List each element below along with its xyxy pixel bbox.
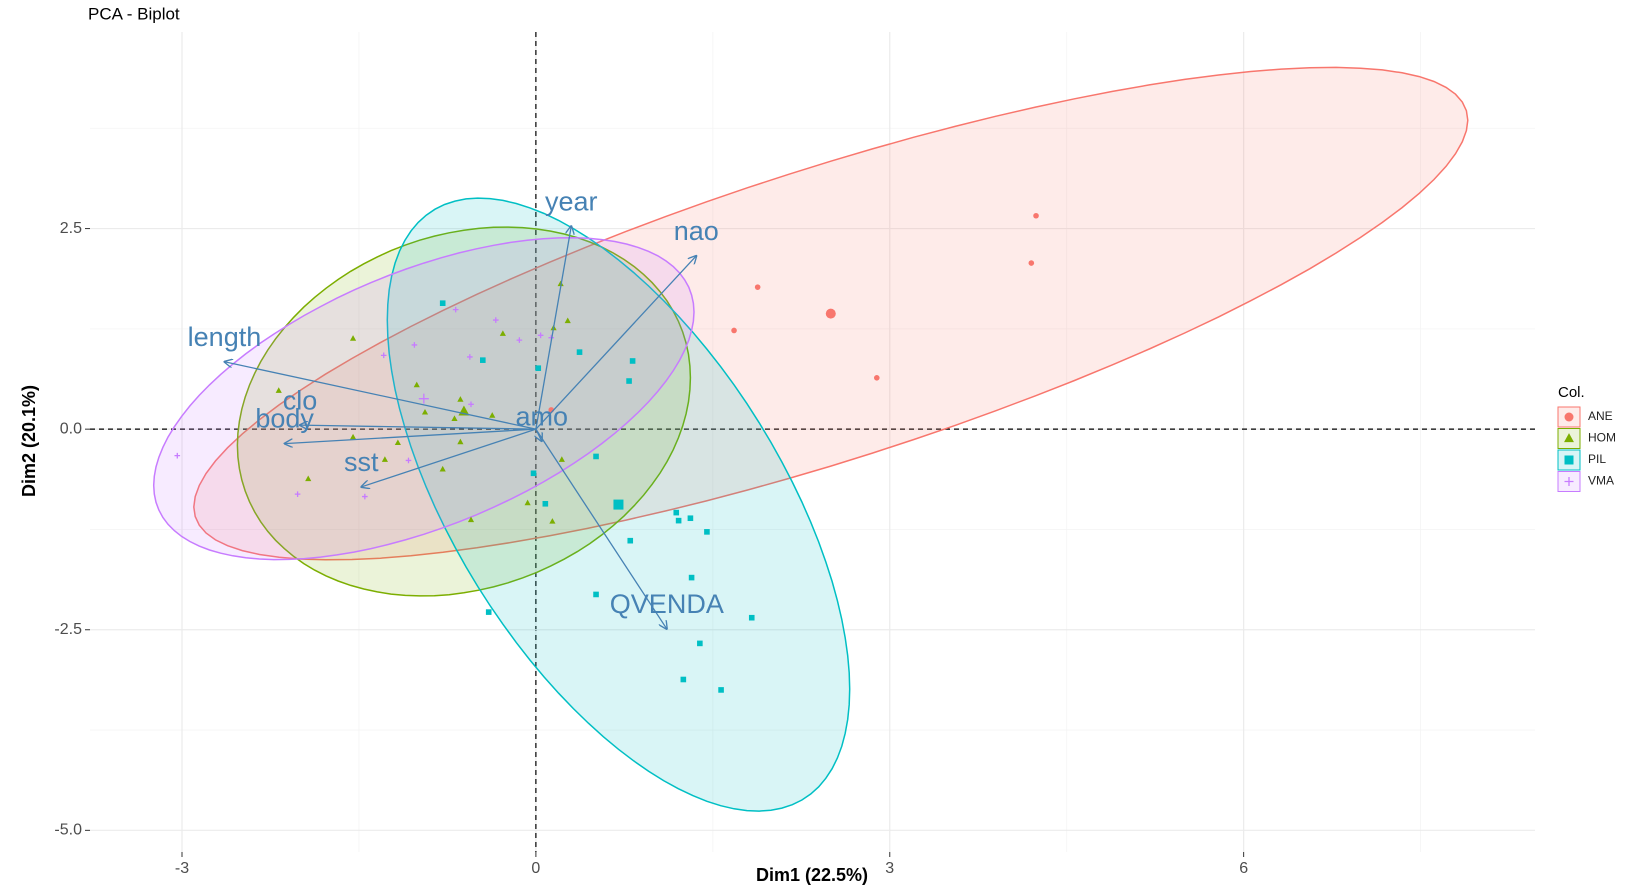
variable-label: year xyxy=(545,186,598,216)
point xyxy=(439,300,446,306)
point xyxy=(673,509,680,516)
point xyxy=(697,640,703,647)
point xyxy=(564,317,571,324)
variable-label: sst xyxy=(344,447,379,477)
point xyxy=(174,452,181,459)
point xyxy=(349,335,357,341)
variable-arrow xyxy=(361,428,537,487)
point xyxy=(558,456,565,462)
point xyxy=(627,537,634,544)
group-center xyxy=(825,308,836,319)
y-tick-label: -5.0 xyxy=(54,822,82,839)
point xyxy=(405,457,412,464)
x-tick-label: 6 xyxy=(1239,860,1248,877)
point xyxy=(718,687,724,693)
point xyxy=(468,401,474,408)
point xyxy=(492,317,499,323)
point xyxy=(489,412,496,418)
group-center xyxy=(418,393,429,404)
legend-symbol xyxy=(1564,433,1574,443)
point xyxy=(451,415,458,421)
variable-label: amo xyxy=(516,401,569,431)
point xyxy=(394,439,401,446)
variable-arrow xyxy=(535,226,571,430)
point xyxy=(687,515,694,522)
legend-label: HOM xyxy=(1588,431,1616,445)
point xyxy=(1033,212,1039,219)
point xyxy=(549,518,556,524)
x-tick-label: 3 xyxy=(885,860,894,877)
variable-label: nao xyxy=(674,216,719,246)
point xyxy=(629,358,636,364)
point xyxy=(305,475,312,482)
point xyxy=(413,381,420,388)
y-tick-label: 0.0 xyxy=(60,420,82,437)
group-center xyxy=(613,499,624,510)
variable-arrow xyxy=(285,428,536,443)
variable-label: body xyxy=(255,404,314,434)
legend-symbol xyxy=(1564,455,1574,465)
point xyxy=(593,591,599,598)
point xyxy=(748,614,755,621)
point xyxy=(411,342,418,348)
legend-label: PIL xyxy=(1588,452,1606,466)
point xyxy=(731,327,737,334)
point xyxy=(542,500,549,507)
point xyxy=(421,408,429,415)
point xyxy=(516,337,523,343)
point xyxy=(467,354,473,360)
legend-symbol xyxy=(1564,477,1574,486)
point xyxy=(675,517,682,524)
point xyxy=(530,470,537,477)
point xyxy=(873,375,880,381)
legend-title: Col. xyxy=(1558,384,1585,401)
point xyxy=(704,529,710,535)
legend-label: ANE xyxy=(1588,409,1613,423)
legend-label: VMA xyxy=(1588,474,1614,488)
point xyxy=(439,465,446,472)
x-axis-label: Dim1 (22.5%) xyxy=(756,865,868,885)
variable-arrow xyxy=(535,256,696,430)
x-tick-label: -3 xyxy=(175,860,189,877)
point xyxy=(1028,260,1035,266)
point xyxy=(576,349,583,355)
point xyxy=(457,396,464,402)
point xyxy=(467,516,475,523)
variable-arrow xyxy=(535,428,667,629)
variable-label: QVENDA xyxy=(610,589,724,619)
point xyxy=(275,387,282,393)
legend-symbol xyxy=(1564,412,1574,422)
variable-arrow xyxy=(300,425,536,430)
point xyxy=(535,365,542,371)
point xyxy=(680,676,687,683)
point xyxy=(381,456,388,462)
point xyxy=(485,609,492,615)
point xyxy=(524,499,531,506)
variable-label: clo xyxy=(283,385,318,415)
x-tick-label: 0 xyxy=(531,860,540,877)
point xyxy=(349,433,357,440)
point xyxy=(499,330,506,336)
variable-label: length xyxy=(188,322,262,352)
variable-arrow xyxy=(224,362,537,430)
point xyxy=(380,352,387,359)
point xyxy=(754,284,761,290)
point xyxy=(452,306,459,313)
point xyxy=(688,574,695,581)
y-tick-label: 2.5 xyxy=(60,220,82,237)
point xyxy=(480,357,486,363)
point xyxy=(362,493,368,500)
point xyxy=(537,332,544,339)
point xyxy=(593,453,599,460)
chart-title: PCA - Biplot xyxy=(88,4,180,23)
y-axis-label: Dim2 (20.1%) xyxy=(19,385,39,497)
y-tick-label: -2.5 xyxy=(54,621,82,638)
point xyxy=(457,438,464,445)
point xyxy=(626,378,632,384)
point xyxy=(294,491,301,497)
